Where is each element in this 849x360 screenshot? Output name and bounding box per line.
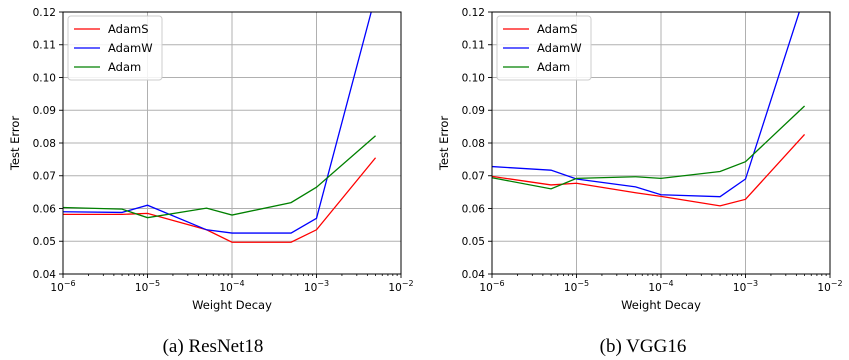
legend-label-adamw: AdamW [537, 41, 582, 55]
series-line-adam [492, 105, 806, 190]
y-tick-label: 0.11 [462, 40, 485, 52]
y-tick-label: 0.08 [462, 138, 485, 150]
x-tick-label: 10−6 [50, 279, 75, 294]
y-tick-label: 0.04 [462, 269, 486, 281]
series-line-adamw [492, 12, 800, 198]
x-tick-label: 10−5 [135, 279, 160, 294]
series-group [63, 12, 377, 243]
legend-label-adams: AdamS [108, 22, 149, 36]
x-tick-label: 10−3 [304, 279, 329, 294]
figure-caption: (a) ResNet18 [163, 336, 264, 357]
x-tick-label: 10−3 [733, 279, 758, 294]
y-tick-label: 0.07 [33, 171, 56, 183]
legend-label-adams: AdamS [537, 22, 578, 36]
y-tick-label: 0.10 [462, 72, 485, 84]
y-tick-label: 0.08 [33, 138, 56, 150]
y-tick-label: 0.12 [33, 7, 56, 19]
legend-box [496, 15, 592, 81]
x-tick-label: 10−5 [564, 279, 589, 294]
x-tick-label: 10−4 [219, 279, 244, 294]
y-tick-label: 0.07 [462, 171, 485, 183]
chart-panel-vgg16: 10−6 10−5 10−4 10−3 10−2 0.04 0.05 0.06 0.07 0.08… [437, 7, 843, 357]
legend-label-adam: Adam [108, 60, 141, 74]
series-line-adam [63, 135, 376, 219]
x-tick-label: 10−2 [388, 279, 413, 294]
x-tick-label: 10−6 [479, 279, 504, 294]
x-axis-label: Weight Decay [621, 298, 701, 312]
figure-caption: (b) VGG16 [600, 336, 687, 357]
x-axis-label: Weight Decay [192, 298, 272, 312]
y-tick-label: 0.09 [462, 105, 485, 117]
y-tick-label: 0.11 [33, 40, 56, 52]
series-line-adams [63, 157, 377, 243]
series-group [492, 12, 806, 207]
y-tick-label: 0.06 [462, 203, 486, 215]
chart-panel-resnet18: 10−6 10−5 10−4 10−3 10−2 0.04 0.05 0.06 0.07 0.08… [8, 7, 414, 357]
y-tick-label: 0.10 [33, 72, 56, 84]
legend-label-adam: Adam [537, 60, 570, 74]
y-tick-label: 0.04 [33, 269, 57, 281]
y-axis-label: Test Error [437, 116, 451, 172]
x-tick-label: 10−4 [648, 279, 673, 294]
y-tick-label: 0.06 [33, 203, 57, 215]
series-line-adams [492, 134, 806, 207]
y-tick-label: 0.12 [462, 7, 485, 19]
y-tick-label: 0.05 [462, 236, 485, 248]
x-tick-label: 10−2 [817, 279, 842, 294]
y-tick-label: 0.09 [33, 105, 56, 117]
y-axis-label: Test Error [8, 116, 22, 172]
legend-label-adamw: AdamW [108, 41, 153, 55]
y-tick-label: 0.05 [33, 236, 56, 248]
legend-box [67, 15, 163, 81]
